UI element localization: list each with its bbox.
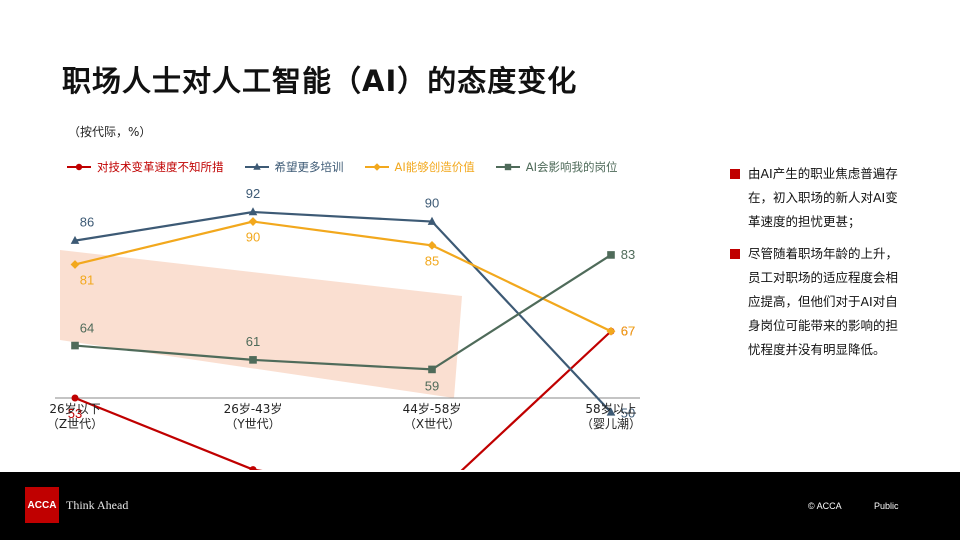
- category-label: （婴儿潮）: [581, 416, 641, 431]
- data-label: 83: [621, 247, 635, 262]
- data-label: 85: [425, 253, 439, 268]
- note-item: 由AI产生的职业焦虑普遍存在，初入职场的新人对AI变革速度的担忧更甚；: [730, 162, 900, 234]
- category-label: （X世代）: [404, 417, 460, 431]
- category-label: 26岁以下: [49, 401, 100, 416]
- data-label: 86: [80, 215, 94, 230]
- legend-marker-icon: [495, 163, 520, 171]
- data-point: [71, 341, 79, 350]
- legend-marker-icon: [364, 163, 389, 171]
- data-label: 81: [80, 272, 94, 287]
- data-point: [606, 326, 616, 336]
- data-point: [427, 216, 437, 225]
- highlight-band: [60, 250, 462, 398]
- data-label: 67: [621, 323, 635, 338]
- legend-label: AI会影响我的岗位: [525, 160, 618, 174]
- data-label: 61: [246, 334, 260, 349]
- legend-item: AI会影响我的岗位: [495, 159, 618, 175]
- copyright-text: © ACCA: [808, 501, 842, 511]
- data-point: [427, 240, 437, 250]
- category-label: 44岁-58岁: [403, 401, 462, 416]
- series-line: [74, 254, 612, 371]
- classification-label: Public: [874, 501, 899, 511]
- data-label: 64: [80, 321, 94, 336]
- category-label: （Z世代）: [47, 417, 103, 431]
- data-point: [71, 394, 79, 402]
- data-label: 92: [246, 186, 260, 201]
- data-point: [606, 407, 616, 416]
- legend-marker-icon: [244, 162, 269, 170]
- data-point: [249, 356, 257, 364]
- bullet-square-icon: [730, 249, 740, 259]
- footer-bar: ACCA Think Ahead © ACCA Public: [0, 472, 960, 540]
- series-line: [74, 210, 612, 414]
- tagline: Think Ahead: [66, 498, 129, 512]
- category-label: 58岁以上: [585, 401, 636, 416]
- data-point: [70, 260, 80, 269]
- data-point: [249, 466, 257, 470]
- line-chart: 5338326786929050819085676461598326岁以下（Z世…: [47, 186, 641, 470]
- data-label: 90: [246, 230, 260, 245]
- data-label: 53: [68, 406, 82, 421]
- series-line: [74, 220, 612, 333]
- data-label: 67: [621, 323, 635, 338]
- data-point: [248, 217, 258, 226]
- data-point: [428, 365, 436, 374]
- legend-item: 对技术变革速度不知所措: [66, 159, 224, 175]
- note-item: 尽管随着职场年龄的上升，员工对职场的适应程度会相应提高，但他们对于AI对自身岗位…: [730, 242, 900, 362]
- legend-label: AI能够创造价值: [394, 160, 475, 174]
- acca-logo: ACCA: [25, 487, 59, 523]
- data-point: [248, 207, 258, 216]
- legend-label: 希望更多培训: [274, 160, 344, 174]
- data-point: [607, 251, 615, 259]
- bullet-square-icon: [730, 169, 740, 179]
- slide-title: 职场人士对人工智能（AI）的态度变化: [62, 64, 578, 98]
- notes-panel: 由AI产生的职业焦虑普遍存在，初入职场的新人对AI变革速度的担忧更甚； 尽管随着…: [730, 162, 900, 370]
- category-label: （Y世代）: [225, 417, 280, 431]
- legend-label: 对技术变革速度不知所措: [97, 160, 224, 174]
- legend-item: AI能够创造价值: [364, 159, 475, 175]
- data-point: [70, 235, 80, 244]
- data-label: 90: [425, 196, 439, 211]
- legend-item: 希望更多培训: [244, 159, 344, 175]
- note-text: 尽管随着职场年龄的上升，员工对职场的适应程度会相应提高，但他们对于AI对自身岗位…: [748, 246, 899, 357]
- series-line: [74, 330, 612, 470]
- legend-marker-icon: [67, 163, 91, 171]
- category-label: 26岁-43岁: [224, 401, 283, 416]
- unit-note: （按代际，%）: [68, 125, 152, 139]
- data-label: 50: [621, 405, 635, 420]
- note-text: 由AI产生的职业焦虑普遍存在，初入职场的新人对AI变革速度的担忧更甚；: [748, 166, 898, 229]
- chart-legend: 对技术变革速度不知所措 希望更多培训 AI能够创造价值 AI会影响我的岗位: [66, 159, 618, 175]
- data-label: 59: [425, 378, 439, 393]
